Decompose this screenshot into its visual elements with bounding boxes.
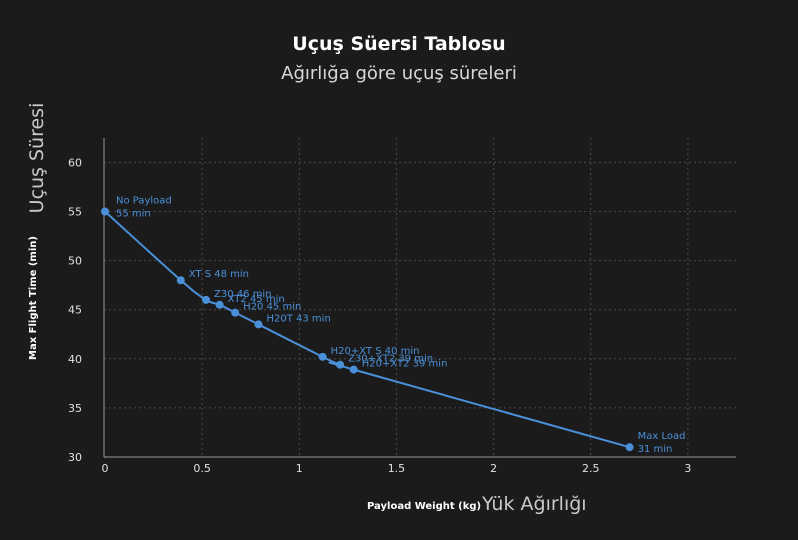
x-axis-title-alt: Yük Ağırlığı	[481, 493, 587, 515]
tick-labels: 30 35 40 45 50 55 60 0 0.5 1 1.5 2 2.5 3	[68, 156, 691, 475]
x-tick-label: 3	[684, 462, 691, 475]
point-label: H20+XT S 40 min	[331, 346, 420, 357]
data-point	[318, 352, 327, 361]
x-tick-label: 0	[102, 462, 109, 475]
data-point	[625, 443, 634, 452]
y-axis-title: Max Flight Time (min)	[28, 236, 39, 360]
data-point	[231, 308, 240, 317]
x-tick-label: 0.5	[193, 462, 211, 475]
y-tick-label: 45	[68, 304, 82, 317]
point-label: Z30 46 min	[214, 289, 272, 300]
data-point	[215, 300, 224, 309]
x-tick-label: 2.5	[582, 462, 600, 475]
x-tick-label: 1	[296, 462, 303, 475]
y-tick-label: 50	[68, 255, 82, 268]
point-label: H20T 43 min	[266, 313, 330, 324]
flight-time-curve	[104, 210, 630, 449]
y-tick-label: 60	[68, 156, 82, 169]
point-label: 31 min	[638, 444, 673, 455]
data-point	[254, 320, 263, 329]
data-point	[176, 276, 185, 285]
axes	[103, 138, 736, 458]
data-point	[349, 365, 358, 374]
x-tick-label: 2	[490, 462, 497, 475]
point-labels: No Payload 55 min XT S 48 min Z30 46 minXT2…	[116, 196, 685, 456]
chart-subtitle: Ağırlığa göre uçuş süreleri	[281, 63, 517, 84]
data-point	[202, 295, 211, 304]
grid-lines	[104, 138, 736, 457]
y-tick-label: 30	[68, 451, 82, 464]
y-tick-label: 40	[68, 353, 82, 366]
y-tick-label: 35	[68, 402, 82, 415]
x-axis-title: Payload Weight (kg)	[367, 501, 481, 512]
data-point	[101, 207, 109, 216]
y-tick-label: 55	[68, 206, 82, 219]
point-label: H20+XT2 39 min	[362, 359, 448, 370]
point-label: 55 min	[116, 209, 151, 220]
y-axis-title-alt: Uçuş Süresi	[26, 103, 48, 214]
point-label: H20 45 min	[243, 302, 301, 313]
chart-title: Uçuş Süersi Tablosu	[292, 33, 506, 55]
data-point	[336, 360, 345, 369]
point-label: XT S 48 min	[189, 269, 249, 280]
point-label: No Payload	[116, 196, 172, 207]
data-points	[101, 207, 634, 452]
point-label: Max Load	[638, 431, 686, 442]
x-tick-label: 1.5	[388, 462, 406, 475]
point-label: Z30+XT2 39 min	[348, 354, 433, 365]
point-label: XT2 45 min	[228, 294, 285, 305]
